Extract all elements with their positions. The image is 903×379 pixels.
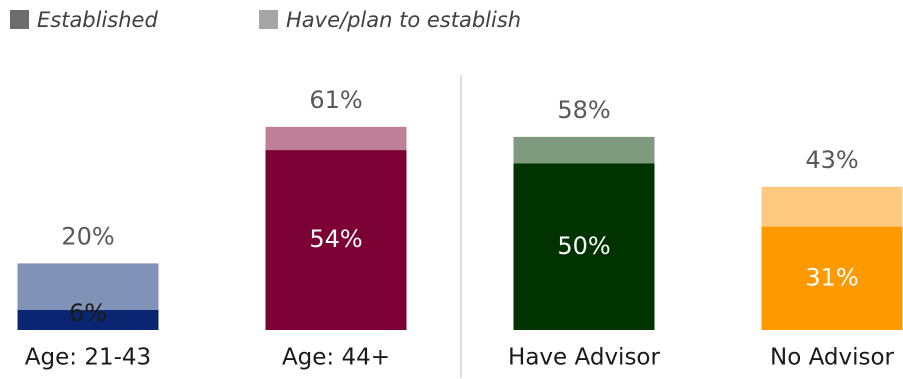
value-label: 61% <box>309 86 362 114</box>
value-label: 50% <box>557 232 610 260</box>
legend-label: Established <box>37 8 158 32</box>
value-label: 54% <box>309 225 362 253</box>
value-label: 31% <box>805 263 858 291</box>
x-tick-label: No Advisor <box>770 345 895 371</box>
value-label: 6% <box>69 299 107 327</box>
bar <box>17 310 159 330</box>
legend-label: Have/plan to establish <box>286 8 521 32</box>
value-label: 20% <box>61 222 114 250</box>
x-tick-label: Age: 44+ <box>282 345 390 371</box>
legend-swatch <box>10 10 29 29</box>
value-label: 58% <box>557 96 610 124</box>
x-tick-label: Age: 21-43 <box>25 345 151 371</box>
value-label: 43% <box>805 146 858 174</box>
x-tick-label: Have Advisor <box>508 345 660 371</box>
bar <box>265 150 407 330</box>
legend-swatch <box>259 10 278 29</box>
bar <box>513 163 655 330</box>
bar <box>761 226 903 330</box>
